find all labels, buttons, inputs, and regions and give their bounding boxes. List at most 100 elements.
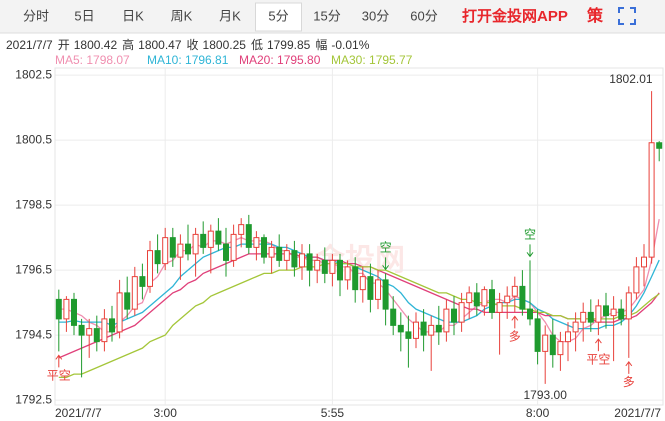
candle-body — [78, 324, 85, 336]
tab[interactable]: 30分 — [362, 8, 389, 23]
candle-body — [261, 237, 267, 258]
candle-body — [572, 321, 579, 333]
candle-body — [359, 276, 366, 291]
ma-line — [58, 218, 660, 343]
candle-body — [534, 318, 541, 352]
candle-body — [435, 324, 442, 333]
candle-body — [352, 266, 359, 291]
candle-body — [101, 318, 108, 343]
candle-body — [276, 246, 283, 261]
candle-body — [139, 276, 146, 287]
candle-body — [413, 321, 419, 339]
tab[interactable]: 15分 — [313, 8, 340, 23]
signal-arrow — [511, 315, 519, 329]
candle-body — [473, 292, 480, 307]
info-value: 1799.85 — [267, 38, 311, 52]
candle-body — [299, 253, 305, 268]
candle-body — [109, 318, 115, 333]
candle-body — [428, 324, 435, 336]
info-label: 高 — [122, 37, 134, 52]
candle-body — [466, 292, 473, 304]
legend-entry: MA30: 1795.77 — [331, 53, 413, 67]
tab[interactable]: 日K — [122, 8, 144, 23]
signal-label: 多 — [623, 375, 635, 389]
fullscreen-glyph — [618, 7, 636, 25]
signal-label: 空 — [380, 241, 392, 255]
candle-body — [641, 256, 647, 268]
info-value: 1800.47 — [138, 38, 182, 52]
signal-arrow — [625, 361, 633, 374]
candle-body — [200, 233, 207, 248]
candle-body — [625, 292, 632, 320]
plot: 金投网1792.51794.51796.51798.51800.51802.52… — [15, 67, 664, 420]
tab[interactable]: 60分 — [410, 8, 437, 23]
candle-body — [177, 243, 184, 258]
candle-body — [321, 259, 328, 274]
fullscreen-icon[interactable] — [618, 7, 636, 25]
signal-arrow — [595, 338, 602, 352]
extreme-label: 1802.01 — [609, 72, 653, 86]
open-app-link[interactable]: 打开金投网APP — [462, 7, 568, 25]
candle-body — [451, 308, 457, 323]
candle-body — [542, 334, 549, 352]
candle-body — [344, 266, 351, 281]
y-tick-label: 1796.5 — [15, 262, 52, 276]
candle-body — [86, 328, 93, 336]
tab[interactable]: 分时 — [23, 8, 49, 23]
candle-body — [162, 237, 169, 265]
tab[interactable]: 5日 — [74, 8, 94, 23]
candle-body — [207, 230, 214, 248]
ma-line — [58, 262, 660, 379]
info-value: 1800.25 — [203, 38, 247, 52]
tab[interactable]: 周K — [171, 8, 193, 23]
candle-body — [367, 276, 374, 300]
y-tick-label: 1798.5 — [15, 197, 52, 211]
candle-body — [116, 292, 123, 333]
info-label: 低 — [251, 38, 263, 52]
strategy-icon[interactable]: 策 — [586, 6, 604, 25]
candle-body — [595, 305, 602, 323]
candle-body — [253, 237, 260, 248]
candle-body — [329, 259, 336, 274]
tab-selected-bg — [255, 2, 302, 32]
candle-body — [93, 328, 100, 343]
candle-body — [147, 250, 153, 287]
y-tick-label: 1802.5 — [15, 67, 52, 81]
candle-body — [580, 311, 587, 323]
candle-body — [63, 298, 70, 320]
candle-body — [610, 308, 617, 317]
signal-label: 平空 — [586, 352, 610, 366]
candle-body — [185, 243, 191, 255]
candle-body — [223, 243, 229, 261]
tab[interactable]: 月K — [219, 8, 241, 23]
candle-body — [458, 302, 465, 323]
info-label: 开 — [58, 38, 70, 52]
x-tick-label: 2021/7/7 — [55, 406, 102, 420]
candle-body — [633, 266, 640, 294]
tab[interactable]: 5分 — [268, 8, 288, 23]
candle-body — [268, 246, 275, 258]
candle-body — [656, 142, 663, 149]
candle-body — [648, 142, 655, 258]
candle-body — [603, 305, 609, 317]
info-value: 1800.42 — [74, 38, 118, 52]
candle-body — [587, 311, 594, 323]
candle-body — [245, 224, 252, 248]
signal-arrow — [526, 244, 534, 258]
legend-entry: MA5: 1798.07 — [55, 53, 130, 67]
extreme-label: 1793.00 — [524, 388, 568, 402]
x-tick-label: 3:00 — [154, 406, 178, 420]
legend-entry: MA10: 1796.81 — [147, 53, 229, 67]
y-tick-label: 1792.5 — [15, 392, 52, 406]
x-tick-label: 2021/7/7 — [614, 406, 661, 420]
candle-body — [131, 276, 138, 310]
candle-body — [192, 233, 199, 255]
candle-body — [511, 285, 518, 297]
plot-frame — [54, 67, 664, 406]
signal-label: 多 — [509, 330, 521, 344]
candle-body — [337, 259, 343, 281]
ma-line — [58, 243, 660, 330]
candle-body — [238, 224, 245, 235]
candle-body — [382, 279, 389, 310]
